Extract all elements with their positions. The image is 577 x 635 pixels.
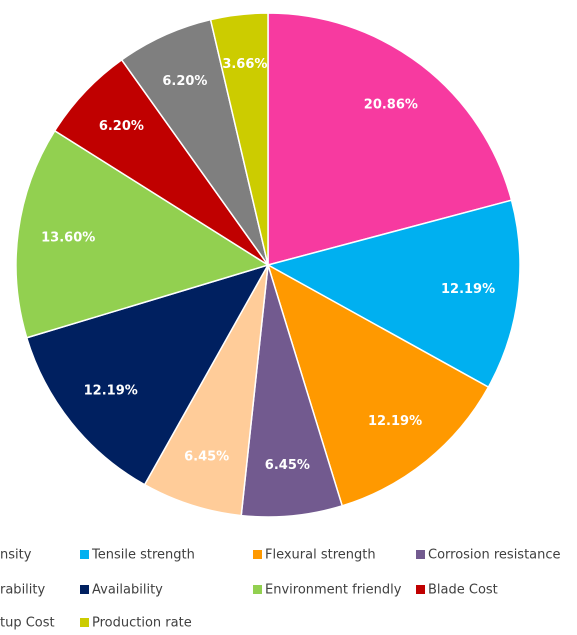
legend-swatch xyxy=(80,618,89,627)
legend-label: Availability xyxy=(92,583,163,598)
pie-slice xyxy=(266,263,490,507)
legend-label: nsity xyxy=(0,548,32,563)
data-label: 6.45% xyxy=(184,450,229,465)
legend-label: Tensile strength xyxy=(91,548,195,563)
data-label: 6.20% xyxy=(162,74,207,89)
legend-swatch xyxy=(416,550,425,559)
legend-label: rability xyxy=(0,583,45,598)
pie-slice xyxy=(209,12,269,266)
legend-label: Blade Cost xyxy=(428,583,498,598)
data-label: 12.19% xyxy=(441,282,495,297)
legend-label: Environment friendly xyxy=(265,583,402,598)
legend-swatch xyxy=(80,550,89,559)
legend-label: Flexural strength xyxy=(265,548,376,563)
pie-slice xyxy=(267,12,513,266)
data-label: 6.20% xyxy=(99,119,144,134)
legend-label: Corrosion resistance xyxy=(428,548,561,563)
data-label: 20.86% xyxy=(364,98,418,113)
legend-swatch xyxy=(416,585,425,594)
legend-label: Production rate xyxy=(92,616,192,631)
legend-swatch xyxy=(253,585,262,594)
legend-label: tup Cost xyxy=(0,616,55,631)
pie-slice xyxy=(266,199,521,389)
data-label: 6.45% xyxy=(265,458,310,473)
data-label: 12.19% xyxy=(368,414,422,429)
legend-swatch xyxy=(80,585,89,594)
pie-slice xyxy=(15,129,270,339)
legend-swatch xyxy=(253,550,262,559)
data-label: 3.66% xyxy=(222,57,267,72)
data-label: 13.60% xyxy=(41,231,95,246)
data-label: 12.19% xyxy=(84,384,138,399)
